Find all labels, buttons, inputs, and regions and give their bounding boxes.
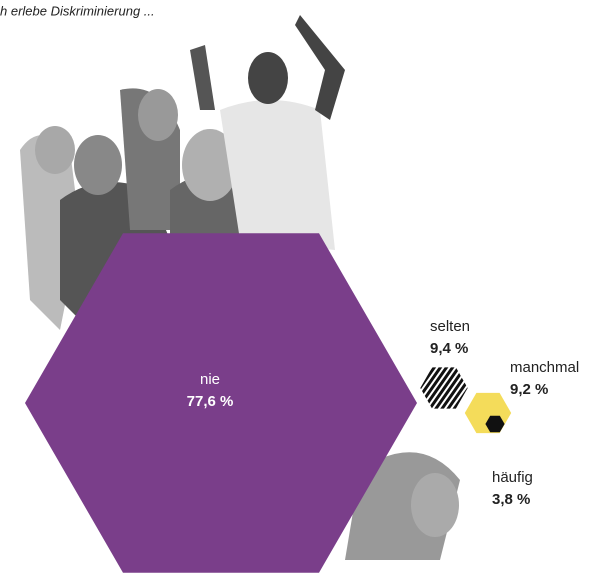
- category-label: selten: [430, 318, 470, 335]
- category-label: manchmal: [510, 359, 579, 376]
- category-label: nie: [200, 371, 220, 388]
- value-label: 3,8 %: [492, 491, 530, 508]
- chart-title: h erlebe Diskriminierung ...: [0, 3, 155, 18]
- category-label: häufig: [492, 469, 533, 486]
- value-label: 9,2 %: [510, 381, 548, 398]
- value-label: 9,4 %: [430, 340, 468, 357]
- value-label: 77,6 %: [187, 393, 234, 410]
- hexagon: [420, 367, 467, 408]
- infographic: h erlebe Diskriminierung ... nie 77,6 % se…: [0, 0, 596, 573]
